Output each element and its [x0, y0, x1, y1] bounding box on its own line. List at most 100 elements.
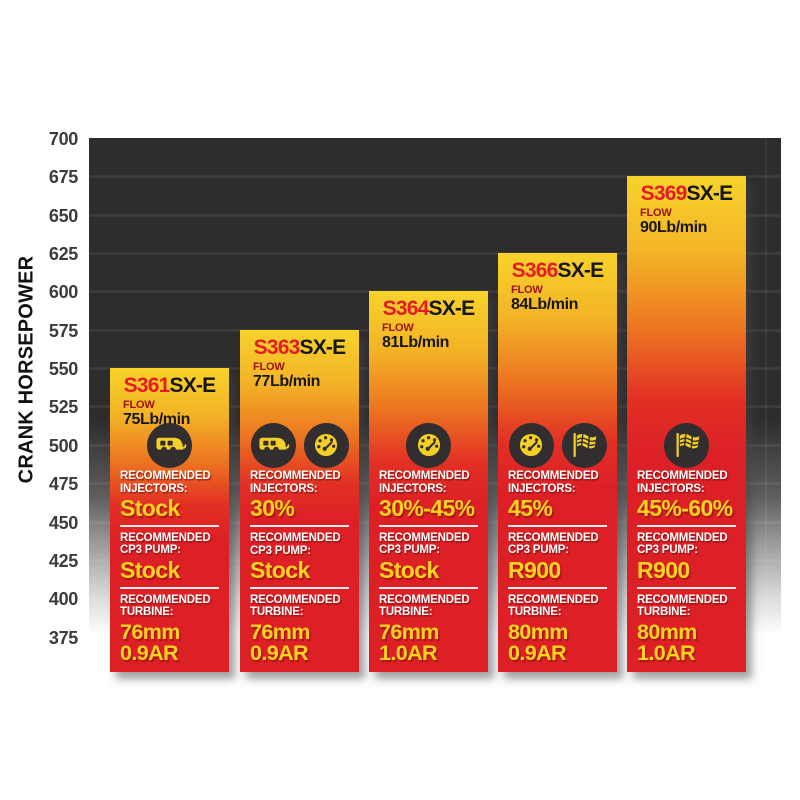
bar-suffix: SX-E: [299, 335, 347, 359]
bar-title: S363SX-E: [240, 337, 359, 358]
y-tick-label: 550: [48, 359, 78, 380]
section-label: RECOMMENDED CP3 PUMP:: [508, 531, 599, 557]
sec-pump: RECOMMENDED CP3 PUMP: R900: [498, 530, 617, 583]
section-label: RECOMMENDED CP3 PUMP:: [120, 531, 211, 557]
bar-header: S364SX-E FLOW 81Lb/min: [369, 291, 488, 352]
sec-turbine: RECOMMENDED TURBINE: 76mm 0.9AR: [110, 592, 229, 664]
section-label: RECOMMENDED CP3 PUMP:: [637, 531, 728, 557]
section-label: RECOMMENDED TURBINE:: [120, 593, 211, 619]
gridline-vertical: [765, 138, 767, 650]
flow-block: FLOW 90Lb/min: [627, 207, 746, 237]
section-value: Stock: [120, 557, 180, 584]
y-tick-label: 525: [48, 397, 78, 418]
flow-label: FLOW: [382, 322, 414, 335]
bar-specs: RECOMMENDED INJECTORS: 45% RECOMMENDED CP3 P…: [498, 422, 617, 664]
y-tick-label: 625: [48, 244, 78, 265]
icons-row: [369, 422, 488, 468]
sec-turbine: RECOMMENDED TURBINE: 80mm 0.9AR: [498, 592, 617, 664]
sec-injectors: RECOMMENDED INJECTORS: 30%: [240, 468, 359, 521]
gridline: [89, 213, 781, 217]
section-divider: [250, 524, 349, 527]
section-value: R900: [508, 557, 561, 584]
y-tick-label: 400: [48, 589, 78, 610]
section-value: 76mm 0.9AR: [250, 619, 310, 665]
section-divider: [637, 524, 736, 527]
section-divider: [120, 586, 219, 589]
bar-model: S366: [511, 259, 559, 283]
section-value: Stock: [250, 557, 310, 584]
section-divider: [250, 586, 349, 589]
section-value: 76mm 0.9AR: [120, 619, 180, 665]
bar-suffix: SX-E: [686, 182, 734, 206]
flag-icon: [664, 422, 709, 468]
camper-icon: [250, 422, 296, 468]
bar-header: S361SX-E FLOW 75Lb/min: [110, 368, 229, 429]
y-tick-label: 675: [48, 167, 78, 188]
hp-bar-s363: S363SX-E FLOW 77Lb/min RECOMMENDED INJECTORS…: [240, 329, 359, 672]
bar-model: S369: [640, 182, 688, 206]
section-label: RECOMMENDED TURBINE:: [508, 593, 599, 619]
section-value: R900: [637, 557, 690, 584]
bar-model: S361: [123, 374, 171, 398]
flag-icon: [561, 422, 607, 468]
gauge-icon: [406, 422, 451, 468]
section-label: RECOMMENDED CP3 PUMP:: [379, 531, 470, 557]
gauge-icon: [508, 422, 554, 468]
section-divider: [379, 524, 478, 527]
bar-specs: RECOMMENDED INJECTORS: 30% RECOMMENDED CP3 P…: [240, 422, 359, 664]
section-label: RECOMMENDED INJECTORS:: [379, 470, 470, 495]
sec-pump: RECOMMENDED CP3 PUMP: Stock: [369, 530, 488, 583]
section-value: 80mm 1.0AR: [637, 619, 697, 665]
sec-turbine: RECOMMENDED TURBINE: 76mm 0.9AR: [240, 592, 359, 664]
y-tick-label: 425: [48, 550, 78, 571]
section-value: 30%-45%: [379, 495, 475, 522]
bar-header: S369SX-E FLOW 90Lb/min: [627, 176, 746, 237]
icons-row: [498, 422, 617, 468]
section-label: RECOMMENDED INJECTORS:: [120, 470, 211, 495]
flow-value: 90Lb/min: [640, 219, 708, 237]
hp-bar-s364: S364SX-E FLOW 81Lb/min RECOMMENDED INJECTORS…: [369, 291, 488, 672]
bar-suffix: SX-E: [557, 259, 605, 283]
bar-suffix: SX-E: [169, 374, 217, 398]
section-value: 80mm 0.9AR: [508, 619, 568, 665]
section-label: RECOMMENDED INJECTORS:: [508, 470, 599, 495]
gridline: [89, 175, 781, 179]
bar-title: S369SX-E: [627, 183, 746, 204]
flow-label: FLOW: [511, 284, 543, 297]
flow-block: FLOW 84Lb/min: [498, 284, 617, 314]
sec-pump: RECOMMENDED CP3 PUMP: Stock: [240, 530, 359, 583]
hp-bar-s369: S369SX-E FLOW 90Lb/min RECOMMENDED INJECTORS…: [627, 176, 746, 672]
bar-header: S366SX-E FLOW 84Lb/min: [498, 253, 617, 314]
flow-block: FLOW 77Lb/min: [240, 361, 359, 391]
section-value: 45%-60%: [637, 495, 733, 522]
section-value: 45%: [508, 495, 553, 522]
y-tick-label: 500: [48, 435, 78, 456]
hp-bar-s366: S366SX-E FLOW 84Lb/min RECOMMENDED INJECTORS…: [498, 253, 617, 672]
section-value: Stock: [379, 557, 439, 584]
y-tick-label: 650: [48, 205, 78, 226]
flow-label: FLOW: [253, 360, 285, 373]
sec-injectors: RECOMMENDED INJECTORS: 30%-45%: [369, 468, 488, 521]
sec-turbine: RECOMMENDED TURBINE: 80mm 1.0AR: [627, 592, 746, 664]
flow-label: FLOW: [123, 399, 155, 412]
y-tick-label: 700: [48, 129, 78, 149]
sec-injectors: RECOMMENDED INJECTORS: 45%: [498, 468, 617, 521]
section-divider: [508, 524, 607, 527]
flow-label: FLOW: [640, 207, 672, 220]
icons-row: [110, 422, 229, 468]
section-label: RECOMMENDED INJECTORS:: [250, 470, 341, 495]
section-value: 30%: [250, 495, 295, 522]
flow-value: 77Lb/min: [253, 372, 321, 390]
section-label: RECOMMENDED CP3 PUMP:: [250, 531, 341, 557]
bar-title: S364SX-E: [369, 298, 488, 319]
section-divider: [379, 586, 478, 589]
y-tick-label: 450: [48, 512, 78, 533]
sec-injectors: RECOMMENDED INJECTORS: Stock: [110, 468, 229, 521]
icons-row: [240, 422, 359, 468]
bar-title: S361SX-E: [110, 375, 229, 396]
y-tick-label: 475: [48, 474, 78, 495]
section-label: RECOMMENDED TURBINE:: [250, 593, 341, 619]
section-value: 76mm 1.0AR: [379, 619, 439, 665]
section-divider: [637, 586, 736, 589]
